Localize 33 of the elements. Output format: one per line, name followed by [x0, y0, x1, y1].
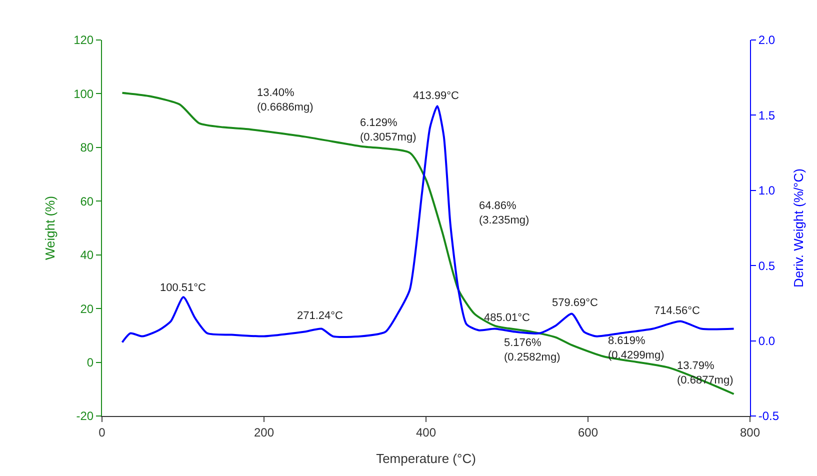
annotation: 485.01°C: [484, 312, 530, 324]
y-tick-label: 80: [80, 140, 94, 155]
y-tick-label: 0: [86, 355, 94, 370]
y2-tick-label: 1.0: [758, 184, 776, 198]
y2-tick-label: 0.0: [758, 334, 776, 348]
y-axis-title: Weight (%): [42, 196, 58, 260]
x-tick-label: 400: [416, 425, 436, 440]
annotation: 413.99°C: [413, 90, 460, 102]
y-tick-label: 60: [80, 194, 94, 208]
annotation: 100.51°C: [160, 282, 206, 294]
y2-tick-label: 0.5: [758, 258, 776, 273]
y2-tick-label: 2.0: [758, 33, 776, 48]
y2-axis-title: Deriv. Weight (%/°C): [791, 168, 806, 288]
x-tick-label: 0: [98, 425, 106, 440]
x-tick-label: 600: [578, 425, 598, 440]
x-axis-title: Temperature (°C): [376, 451, 476, 466]
y-tick-label: -20: [76, 409, 94, 424]
y-tick-label: 120: [74, 33, 94, 48]
annotation: 271.24°C: [297, 310, 344, 322]
y2-tick-label: -0.5: [758, 409, 780, 424]
annotation: 8.619% (0.4299mg): [608, 335, 664, 362]
annotation: 13.40% (0.6686mg): [257, 87, 314, 114]
annotation: 714.56°C: [654, 305, 700, 317]
annotation: 579.69°C: [552, 297, 598, 309]
x-tick-label: 800: [740, 425, 760, 440]
annotation: 5.176% (0.2582mg): [504, 337, 560, 364]
annotation: 64.86% (3.235mg): [479, 200, 530, 226]
y-tick-label: 40: [80, 248, 94, 262]
y-tick-label: 100: [74, 86, 94, 101]
annotation: 6.129% (0.3057mg): [360, 117, 416, 144]
y2-tick-label: 1.5: [758, 108, 776, 122]
y-tick-label: 20: [80, 302, 94, 316]
x-tick-label: 200: [254, 425, 274, 440]
